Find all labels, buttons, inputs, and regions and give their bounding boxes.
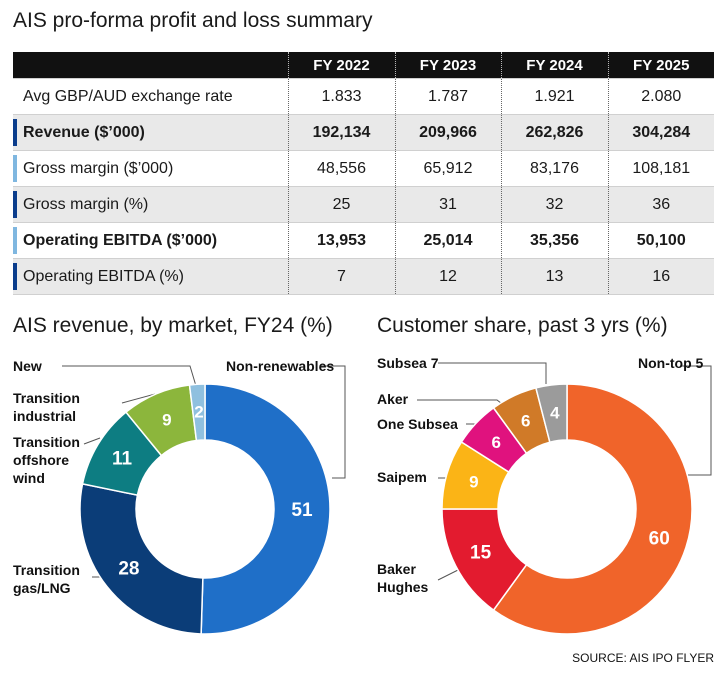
customer-slice-subsea bbox=[535, 383, 568, 444]
row-label-text: Gross margin (%) bbox=[23, 195, 149, 213]
table-title: AIS pro-forma profit and loss summary bbox=[13, 9, 373, 32]
customer-chart-title: Customer share, past 3 yrs (%) bbox=[377, 314, 668, 337]
revenue-value-transition-offshore-wind: 11 bbox=[112, 448, 133, 469]
table-cell: 83,176 bbox=[500, 150, 608, 187]
revenue-value-transition-industrial: 9 bbox=[162, 410, 171, 429]
column-header: FY 2024 bbox=[500, 52, 608, 79]
table-cell: 48,556 bbox=[287, 150, 395, 187]
label-baker-hughes: Baker Hughes bbox=[377, 561, 429, 595]
row-label: Operating EBITDA (%) bbox=[13, 258, 288, 295]
label-subsea-value: 7 bbox=[431, 355, 439, 371]
row-label-text: Avg GBP/AUD exchange rate bbox=[23, 87, 233, 105]
label-new: New bbox=[13, 358, 42, 374]
table-cell: 16 bbox=[607, 258, 714, 295]
row-label-text: Gross margin ($’000) bbox=[23, 159, 174, 177]
row-label-text: Operating EBITDA (%) bbox=[23, 267, 184, 285]
label-aker: Aker bbox=[377, 391, 409, 407]
table-cell: 304,284 bbox=[607, 114, 714, 151]
label-transition-offshore-wind: Transition offshore wind bbox=[12, 434, 80, 486]
table-cell: 262,826 bbox=[500, 114, 608, 151]
row-marker bbox=[13, 155, 17, 182]
revenue-chart-title: AIS revenue, by market, FY24 (%) bbox=[13, 314, 333, 337]
table-cell: 35,356 bbox=[500, 222, 608, 259]
table-row: Operating EBITDA ($’000) 13,953 25,014 35,3… bbox=[13, 222, 714, 259]
customer-value-non-top-5: 60 bbox=[649, 528, 670, 549]
table-cell: 2.080 bbox=[607, 78, 714, 115]
table-cell: 209,966 bbox=[394, 114, 501, 151]
table-row: Operating EBITDA (%) 7 12 13 16 bbox=[13, 258, 714, 295]
table-row: Gross margin ($’000) 48,556 65,912 83,176 10… bbox=[13, 150, 714, 187]
label-non-top-5: Non-top 5 bbox=[638, 355, 704, 371]
column-header: FY 2023 bbox=[394, 52, 501, 79]
revenue-slice-new bbox=[188, 383, 206, 442]
row-label-text: Operating EBITDA ($’000) bbox=[23, 231, 218, 249]
table-cell: 31 bbox=[394, 186, 501, 223]
table-cell: 13 bbox=[500, 258, 608, 295]
table-cell: 1.921 bbox=[500, 78, 608, 115]
table-row: Gross margin (%) 25 31 32 36 bbox=[13, 186, 714, 223]
table-cell: 192,134 bbox=[287, 114, 395, 151]
revenue-value-non-renewables: 51 bbox=[291, 500, 313, 521]
table-cell: 1.787 bbox=[394, 78, 501, 115]
table-cell: 36 bbox=[607, 186, 714, 223]
label-one-subsea: One Subsea bbox=[377, 416, 458, 432]
row-label: Gross margin ($’000) bbox=[13, 150, 288, 187]
table-cell: 1.833 bbox=[287, 78, 395, 115]
table-row: Avg GBP/AUD exchange rate 1.833 1.787 1.921… bbox=[13, 78, 714, 115]
label-subsea: Subsea 7 bbox=[377, 355, 439, 371]
table-row: Revenue ($’000) 192,134 209,966 262,826 304,… bbox=[13, 114, 714, 151]
row-marker bbox=[13, 119, 17, 146]
customer-value-baker-hughes: 15 bbox=[470, 543, 492, 564]
customer-value-saipem: 9 bbox=[469, 472, 478, 491]
customer-value-aker: 6 bbox=[521, 412, 530, 431]
revenue-slice-transition-gas-lng bbox=[79, 483, 204, 635]
row-marker bbox=[13, 263, 17, 290]
row-label: Gross margin (%) bbox=[13, 186, 288, 223]
column-header: FY 2025 bbox=[607, 52, 714, 79]
row-label-text: Revenue ($’000) bbox=[23, 123, 145, 141]
label-subsea-name: Subsea bbox=[377, 355, 431, 371]
row-label: Revenue ($’000) bbox=[13, 114, 288, 151]
table-cell: 13,953 bbox=[287, 222, 395, 259]
table-cell: 65,912 bbox=[394, 150, 501, 187]
revenue-value-transition-gas-lng: 28 bbox=[118, 559, 139, 580]
source-note: SOURCE: AIS IPO FLYER bbox=[572, 651, 714, 665]
customer-value-subsea: 4 bbox=[550, 403, 560, 422]
label-transition-gas-lng: Transition gas/LNG bbox=[13, 562, 80, 596]
pl-table: FY 2022 FY 2023 FY 2024 FY 2025 Avg GBP/… bbox=[13, 52, 714, 295]
table-cell: 32 bbox=[500, 186, 608, 223]
customer-value-one-subsea: 6 bbox=[492, 433, 501, 452]
table-cell: 108,181 bbox=[607, 150, 714, 187]
label-non-renewables: Non-renewables bbox=[226, 358, 334, 374]
table-cell: 25 bbox=[287, 186, 395, 223]
row-marker bbox=[13, 191, 17, 218]
table-cell: 25,014 bbox=[394, 222, 501, 259]
revenue-slice-non-renewables bbox=[200, 383, 331, 635]
table-cell: 50,100 bbox=[607, 222, 714, 259]
label-transition-industrial: Transition industrial bbox=[13, 390, 80, 424]
table-header-row: FY 2022 FY 2023 FY 2024 FY 2025 bbox=[13, 52, 714, 79]
row-marker bbox=[13, 227, 17, 254]
table-cell: 12 bbox=[394, 258, 501, 295]
table-cell: 7 bbox=[287, 258, 395, 295]
customer-slice-non-top-5 bbox=[492, 383, 693, 635]
revenue-value-new: 2 bbox=[194, 403, 203, 422]
row-label: Avg GBP/AUD exchange rate bbox=[13, 78, 288, 115]
label-saipem: Saipem bbox=[377, 469, 427, 485]
column-header: FY 2022 bbox=[287, 52, 395, 79]
row-label: Operating EBITDA ($’000) bbox=[13, 222, 288, 259]
header-corner bbox=[13, 52, 288, 79]
